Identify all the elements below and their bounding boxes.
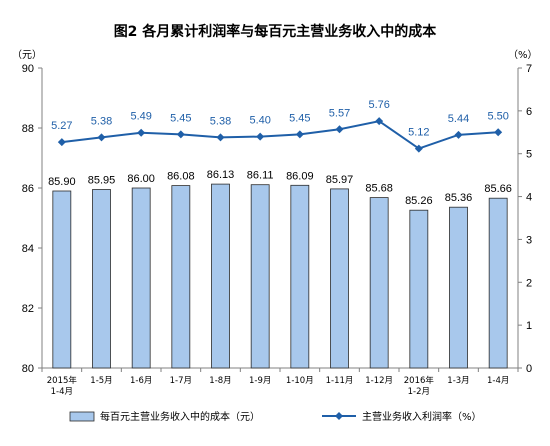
x-tick-label: 1-11月 [326, 376, 354, 386]
x-tick-label: 1-3月 [447, 376, 469, 386]
x-tick-label: 2015年 [47, 375, 78, 386]
line-point [57, 138, 66, 147]
left-tick-label: 82 [22, 303, 34, 315]
line-point [256, 132, 265, 141]
right-tick-label: 7 [526, 63, 532, 75]
legend-line-marker [335, 412, 343, 420]
bar-data-label: 86.09 [286, 170, 314, 182]
legend-bar-swatch [69, 411, 95, 422]
x-tick-label: 1-6月 [130, 376, 152, 386]
line-data-label: 5.50 [487, 110, 508, 122]
bar-data-label: 85.36 [445, 192, 473, 204]
legend-bar-label: 每百元主营业务收入中的成本（元） [100, 410, 260, 423]
bar [369, 197, 389, 369]
line-data-label: 5.49 [130, 111, 151, 123]
chart-title: 图2 各月累计利润率与每百元主营业务收入中的成本 [114, 23, 438, 40]
left-tick-label: 84 [22, 243, 34, 255]
x-tick-label: 1-10月 [286, 376, 314, 386]
bar [211, 183, 230, 369]
x-tick-label: 1-2月 [408, 387, 430, 397]
bar-data-label: 85.26 [405, 195, 433, 207]
legend-line-label: 主营业务收入利润率（%） [362, 410, 482, 423]
line-data-label: 5.27 [51, 120, 72, 132]
x-tick-label: 1-4月 [51, 387, 73, 397]
left-tick-label: 90 [22, 63, 34, 75]
right-tick-label: 3 [526, 234, 532, 246]
line-data-label: 5.76 [368, 99, 389, 111]
bar [449, 206, 468, 369]
bar-data-label: 86.11 [247, 170, 274, 182]
x-tick-label: 2016年 [404, 375, 435, 386]
left-tick-label: 88 [22, 123, 34, 135]
plot-area: 80 82 84 86 88 90 0 1 2 3 4 5 6 7 85.90 85.95 86.00 86.08… [22, 63, 532, 397]
left-tick-label: 86 [22, 183, 34, 195]
bar [409, 209, 429, 369]
bar [171, 185, 191, 369]
bar [250, 184, 270, 369]
x-tick-label: 1-8月 [209, 376, 231, 386]
x-tick-label: 1-5月 [90, 376, 112, 386]
left-axis-unit: （元） [12, 49, 42, 61]
line-data-label: 5.40 [249, 115, 270, 127]
right-tick-label: 6 [526, 106, 532, 118]
line-data-label: 5.38 [91, 115, 112, 127]
line-point [494, 128, 503, 137]
bar [488, 197, 508, 369]
bar [52, 190, 72, 369]
line-data-label: 5.45 [289, 112, 310, 124]
line-data-label: 5.12 [408, 127, 429, 139]
x-tick-label: 1-4月 [487, 376, 509, 386]
bar-data-label: 85.95 [88, 175, 116, 187]
line-point [137, 128, 146, 137]
bar-data-label: 85.68 [365, 183, 393, 195]
bar [92, 189, 111, 369]
line-point [335, 125, 344, 134]
line-point [454, 130, 463, 139]
bar-data-label: 86.00 [127, 173, 155, 185]
bar [131, 187, 151, 369]
right-tick-label: 2 [526, 277, 532, 289]
x-tick-label: 1-7月 [170, 376, 192, 386]
line-point [97, 133, 106, 142]
bar [330, 188, 349, 369]
legend: 每百元主营业务收入中的成本（元） 主营业务收入利润率（%） [69, 410, 482, 423]
x-tick-label: 1-9月 [249, 376, 271, 386]
line-point [295, 130, 304, 139]
line-data-label: 5.44 [448, 113, 469, 125]
bar-data-label: 85.66 [484, 183, 512, 195]
right-axis-unit: （%） [508, 49, 538, 61]
right-tick-label: 1 [526, 320, 532, 332]
bar-data-label: 85.97 [326, 174, 354, 186]
right-tick-label: 4 [526, 192, 532, 204]
line-data-label: 5.38 [210, 115, 231, 127]
line-point [176, 130, 185, 139]
right-tick-label: 0 [526, 363, 532, 375]
bar-data-label: 86.13 [207, 169, 235, 181]
line-point [375, 117, 384, 126]
line-point [216, 133, 225, 142]
left-tick-label: 80 [22, 363, 34, 375]
line-data-label: 5.57 [329, 107, 350, 119]
bar-data-label: 85.90 [48, 176, 76, 188]
x-tick-label: 1-12月 [365, 376, 393, 386]
line-data-label: 5.45 [170, 112, 191, 124]
bar-data-label: 86.08 [167, 171, 195, 183]
right-tick-label: 5 [526, 149, 532, 161]
line-series [61, 120, 499, 150]
bar [290, 184, 310, 369]
line-point [414, 144, 423, 153]
